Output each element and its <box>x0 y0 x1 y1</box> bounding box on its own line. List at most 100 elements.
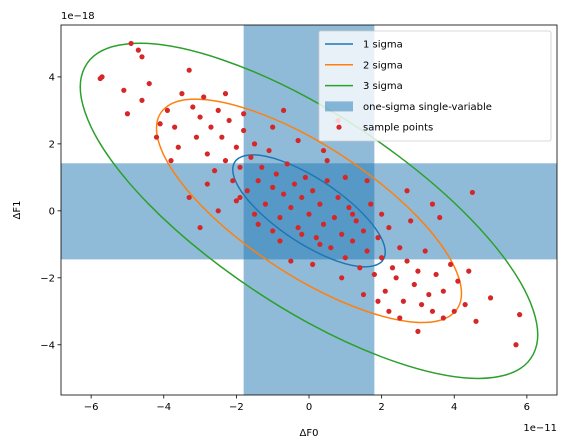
sample-point <box>237 164 243 170</box>
x-tick-label: −4 <box>156 402 171 413</box>
sample-point <box>317 201 323 207</box>
sample-point <box>364 248 370 254</box>
legend-label: 2 sigma <box>363 60 403 71</box>
y-offset-label: 1e−18 <box>61 11 95 22</box>
sample-point <box>375 235 381 241</box>
sample-point <box>331 214 338 221</box>
sample-point <box>204 181 210 187</box>
sample-point <box>284 161 290 167</box>
legend-label: sample points <box>363 123 433 134</box>
sample-point <box>440 315 446 321</box>
sample-point <box>386 224 392 231</box>
sample-point <box>371 271 377 278</box>
sample-point <box>204 151 210 157</box>
sample-point <box>233 198 239 204</box>
sample-point <box>418 301 425 308</box>
sample-point <box>306 211 312 217</box>
y-tick-label: −2 <box>40 273 55 284</box>
sample-point <box>469 189 475 196</box>
sample-point <box>462 301 468 308</box>
sample-point <box>244 188 250 194</box>
sample-point <box>201 94 207 100</box>
sample-point <box>364 178 370 184</box>
x-tick-label: 0 <box>306 402 312 413</box>
sigma-ellipse <box>155 98 463 324</box>
sample-point <box>415 328 421 334</box>
sample-point <box>487 295 494 301</box>
sample-point <box>248 154 254 160</box>
sample-point <box>317 241 323 247</box>
sample-point <box>222 91 229 97</box>
sample-point <box>164 107 170 113</box>
sample-point <box>186 194 192 201</box>
sample-point <box>295 224 301 231</box>
sample-point <box>179 91 185 97</box>
sample-point <box>299 231 305 237</box>
x-offset-label: 1e−11 <box>523 423 557 434</box>
sample-point <box>270 184 276 190</box>
sample-point <box>157 121 163 127</box>
horizontal-span <box>61 163 557 260</box>
sample-point <box>270 124 276 130</box>
legend-box <box>318 30 552 142</box>
sigma-ellipse <box>79 42 539 380</box>
sample-point <box>429 201 436 207</box>
sample-point <box>135 47 141 53</box>
sample-point <box>389 265 396 271</box>
sample-point <box>339 275 345 281</box>
sample-point <box>259 164 265 170</box>
sample-point <box>215 208 221 214</box>
sample-point <box>437 214 443 221</box>
y-tick-label: 4 <box>49 72 55 83</box>
sample-point <box>320 147 327 154</box>
sample-point <box>404 188 410 194</box>
sample-point <box>440 288 446 294</box>
sample-point <box>324 178 330 184</box>
sample-point <box>277 238 283 244</box>
sample-point <box>473 318 479 324</box>
legend-label: one-sigma single-variable <box>363 102 492 113</box>
sample-point <box>433 271 439 278</box>
sample-point <box>139 54 145 60</box>
sample-point <box>226 117 232 124</box>
sample-point <box>415 268 421 274</box>
sample-point <box>266 147 272 154</box>
sample-point <box>128 40 134 47</box>
sample-point <box>426 291 432 298</box>
sample-point <box>324 158 330 164</box>
sigma-ellipse <box>231 154 387 268</box>
sample-point <box>379 211 385 217</box>
sample-point <box>455 278 461 284</box>
sample-point <box>310 261 316 268</box>
sample-point <box>353 218 359 224</box>
sample-point <box>121 87 127 93</box>
sample-point <box>291 181 298 187</box>
sample-point <box>208 124 214 130</box>
sample-point <box>328 245 334 251</box>
x-axis-label: ΔF0 <box>300 428 319 439</box>
legend-label: 3 sigma <box>363 81 403 92</box>
legend-handle <box>336 124 342 130</box>
sample-point <box>186 67 192 73</box>
sample-point <box>197 114 203 120</box>
sample-point <box>320 221 327 227</box>
sample-point <box>404 258 410 264</box>
sample-point <box>295 137 301 144</box>
sample-point <box>146 80 152 87</box>
y-tick-label: 0 <box>49 206 55 217</box>
sample-point <box>280 191 287 197</box>
sample-point <box>429 308 436 314</box>
sample-point <box>517 312 523 318</box>
sample-point <box>273 171 279 177</box>
sample-point <box>360 228 367 234</box>
sample-point <box>451 308 457 314</box>
sample-point <box>422 248 428 254</box>
sample-point <box>339 231 345 237</box>
sample-point <box>335 194 341 201</box>
sample-point <box>237 194 243 201</box>
y-tick-label: 2 <box>49 139 55 150</box>
sample-point <box>153 134 160 140</box>
sample-point <box>466 268 472 274</box>
sample-point <box>219 134 225 140</box>
